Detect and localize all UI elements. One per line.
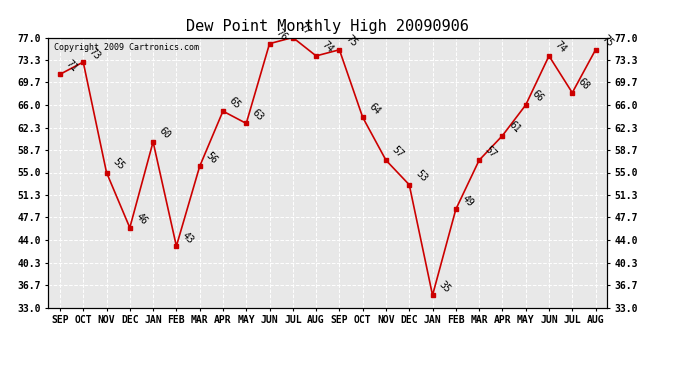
Text: 71: 71	[64, 58, 79, 74]
Text: 57: 57	[390, 144, 406, 159]
Text: 56: 56	[204, 150, 219, 166]
Text: 74: 74	[553, 40, 569, 55]
Text: 77: 77	[297, 21, 313, 37]
Title: Dew Point Monthly High 20090906: Dew Point Monthly High 20090906	[186, 18, 469, 33]
Text: 57: 57	[483, 144, 499, 159]
Text: 63: 63	[250, 107, 266, 123]
Text: 65: 65	[227, 95, 242, 110]
Text: 35: 35	[437, 279, 452, 294]
Text: 61: 61	[506, 120, 522, 135]
Text: 60: 60	[157, 126, 172, 141]
Text: 68: 68	[576, 76, 592, 92]
Text: 75: 75	[600, 34, 615, 49]
Text: 49: 49	[460, 193, 475, 208]
Text: 66: 66	[530, 89, 545, 104]
Text: 46: 46	[134, 211, 149, 227]
Text: 73: 73	[88, 46, 103, 61]
Text: Copyright 2009 Cartronics.com: Copyright 2009 Cartronics.com	[54, 43, 199, 52]
Text: 75: 75	[344, 34, 359, 49]
Text: 55: 55	[110, 156, 126, 172]
Text: 74: 74	[320, 40, 335, 55]
Text: 76: 76	[274, 27, 289, 43]
Text: 64: 64	[367, 101, 382, 117]
Text: 53: 53	[413, 169, 428, 184]
Text: 43: 43	[181, 230, 196, 245]
